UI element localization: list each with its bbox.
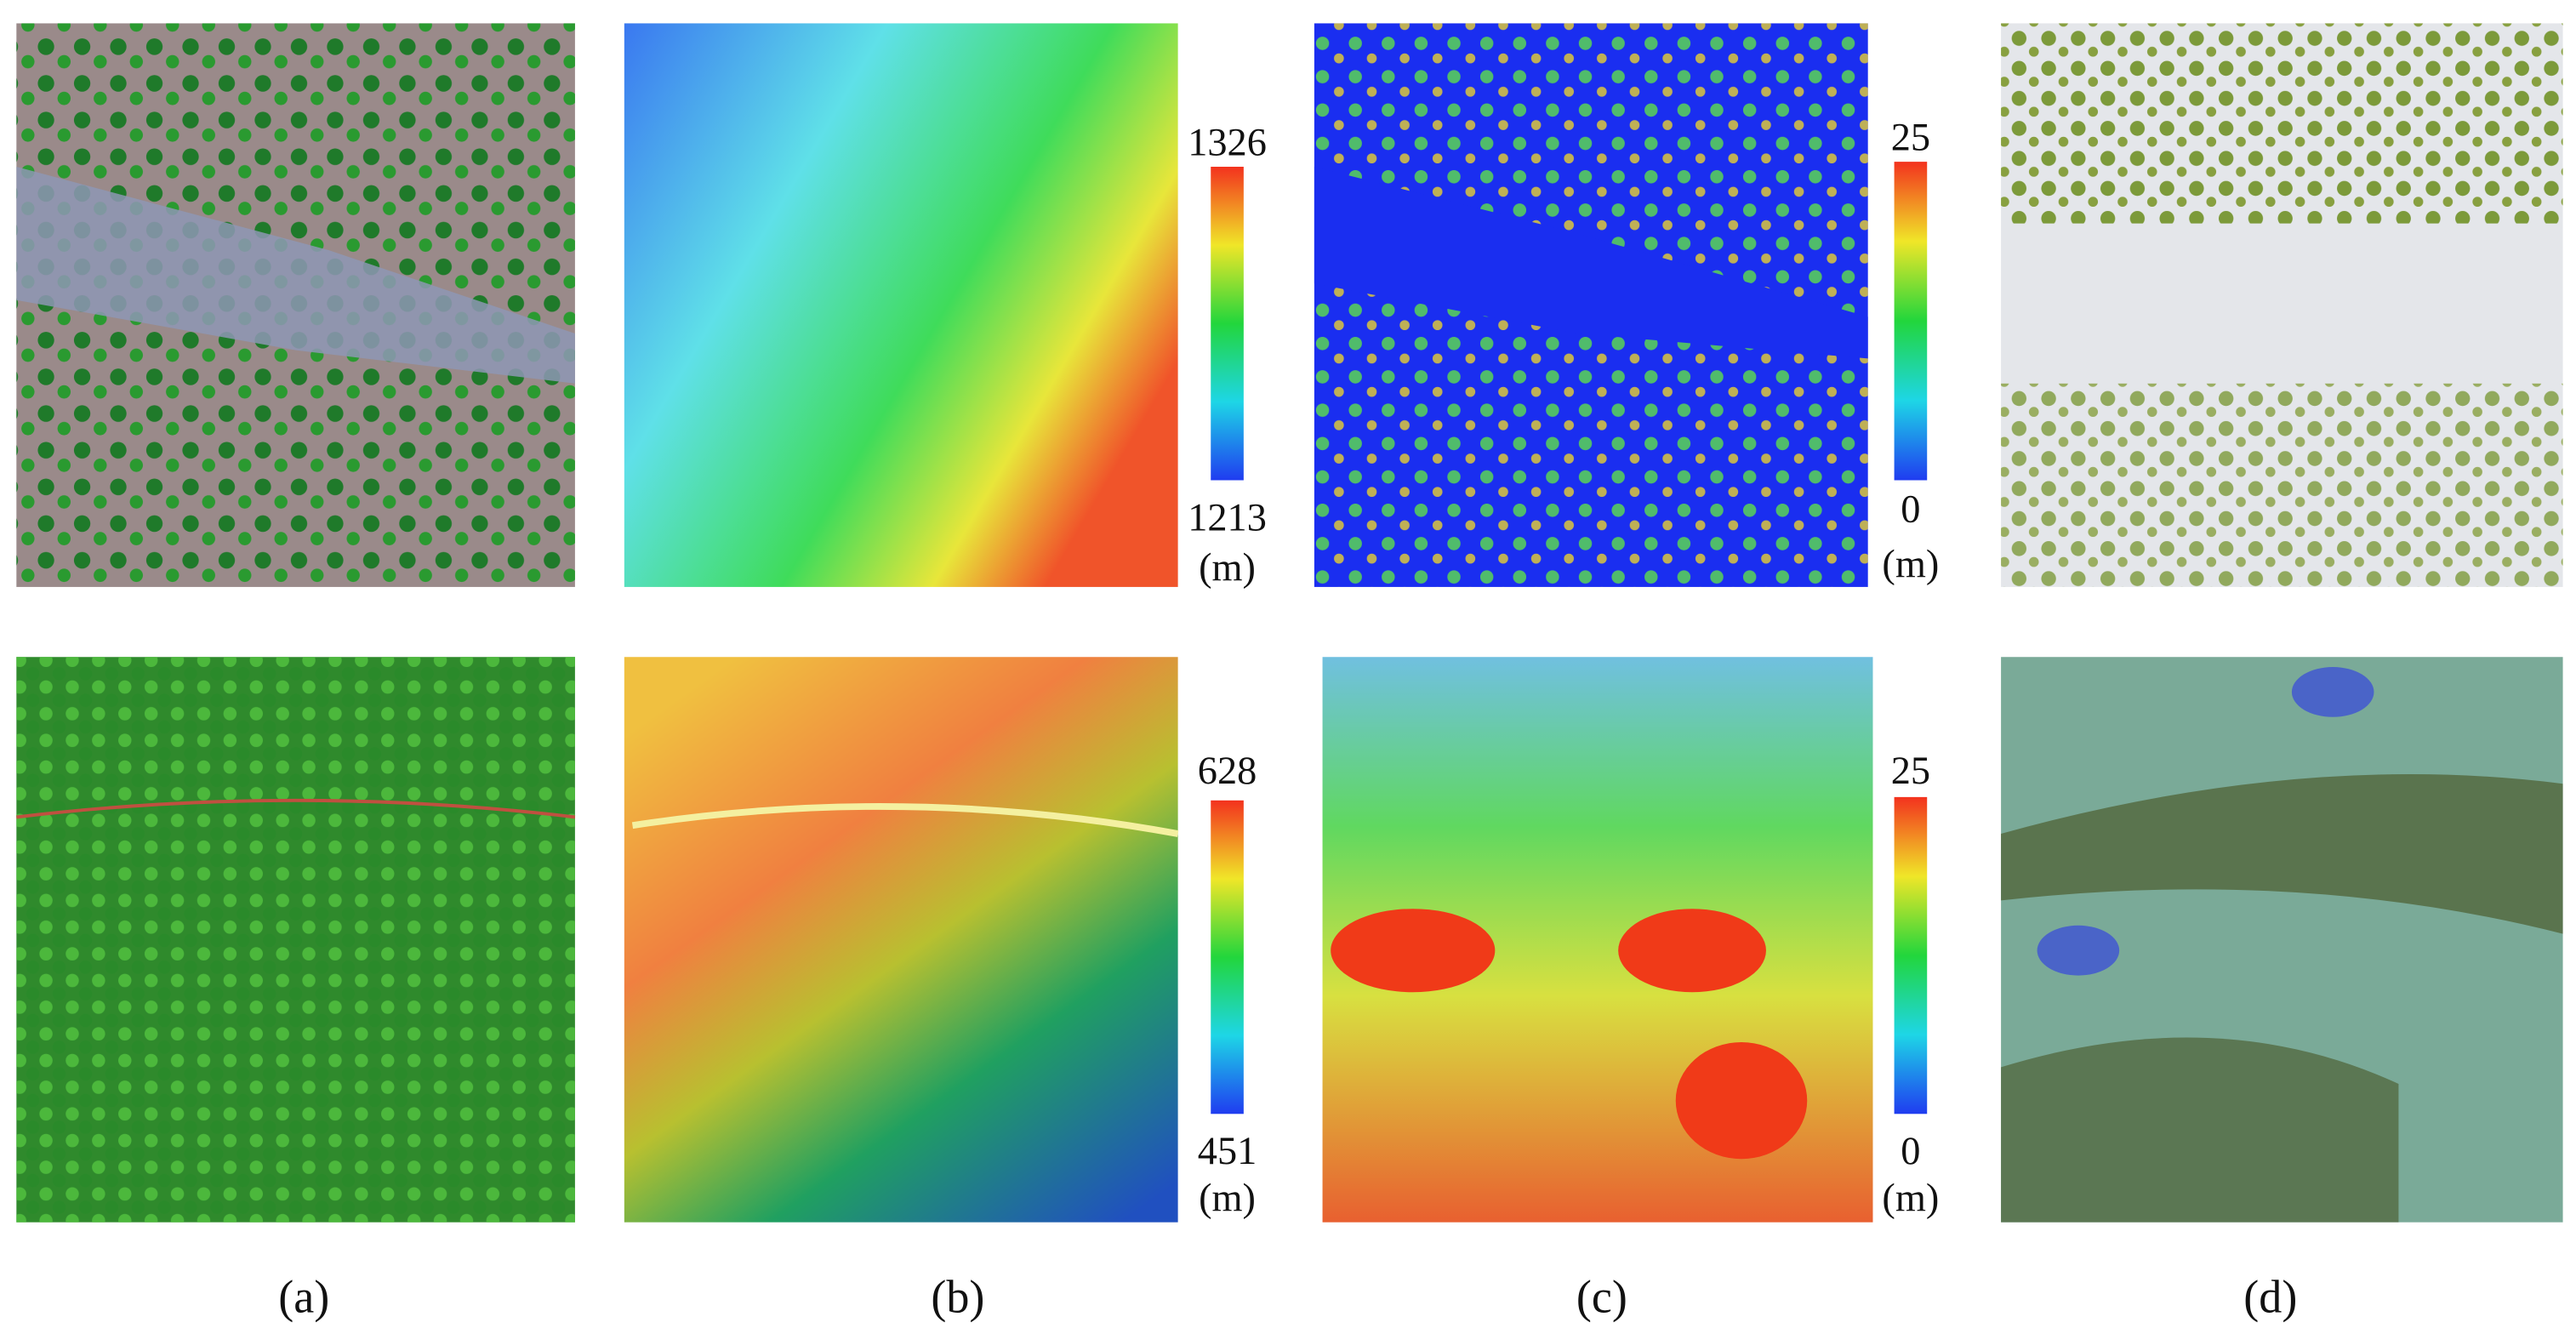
colorbar-max: 1326 [1188, 120, 1267, 164]
panel-label: (b) [931, 1270, 984, 1322]
panel-label: (d) [2243, 1270, 2297, 1322]
colorbar-min: 0 [1901, 487, 1920, 531]
colorbar [1211, 800, 1244, 1115]
classification-1 [2001, 23, 2563, 587]
panel-label: (c) [1576, 1270, 1627, 1322]
colorbar-unit: (m) [1882, 542, 1939, 586]
panel-label: (a) [278, 1270, 329, 1322]
colorbar-unit: (m) [1199, 545, 1256, 590]
classification-2 [2001, 657, 2563, 1223]
colorbar-min: 451 [1198, 1129, 1257, 1173]
colorbar [1894, 796, 1928, 1115]
colorbar-min: 1213 [1188, 495, 1267, 539]
chm-1 [1314, 23, 1868, 587]
colorbar-min: 0 [1901, 1129, 1920, 1173]
colorbar-max: 25 [1891, 115, 1930, 159]
colorbar-max: 25 [1891, 749, 1930, 793]
colorbar-unit: (m) [1199, 1176, 1256, 1220]
colorbar [1211, 167, 1244, 481]
dem-1 [624, 23, 1178, 587]
colorbar-max: 628 [1198, 749, 1257, 793]
orthophoto-1 [16, 23, 575, 587]
colorbar-unit: (m) [1882, 1176, 1939, 1220]
colorbar [1894, 162, 1928, 481]
chm-2 [1322, 657, 1873, 1223]
orthophoto-2 [16, 657, 576, 1223]
dem-2 [624, 657, 1179, 1223]
